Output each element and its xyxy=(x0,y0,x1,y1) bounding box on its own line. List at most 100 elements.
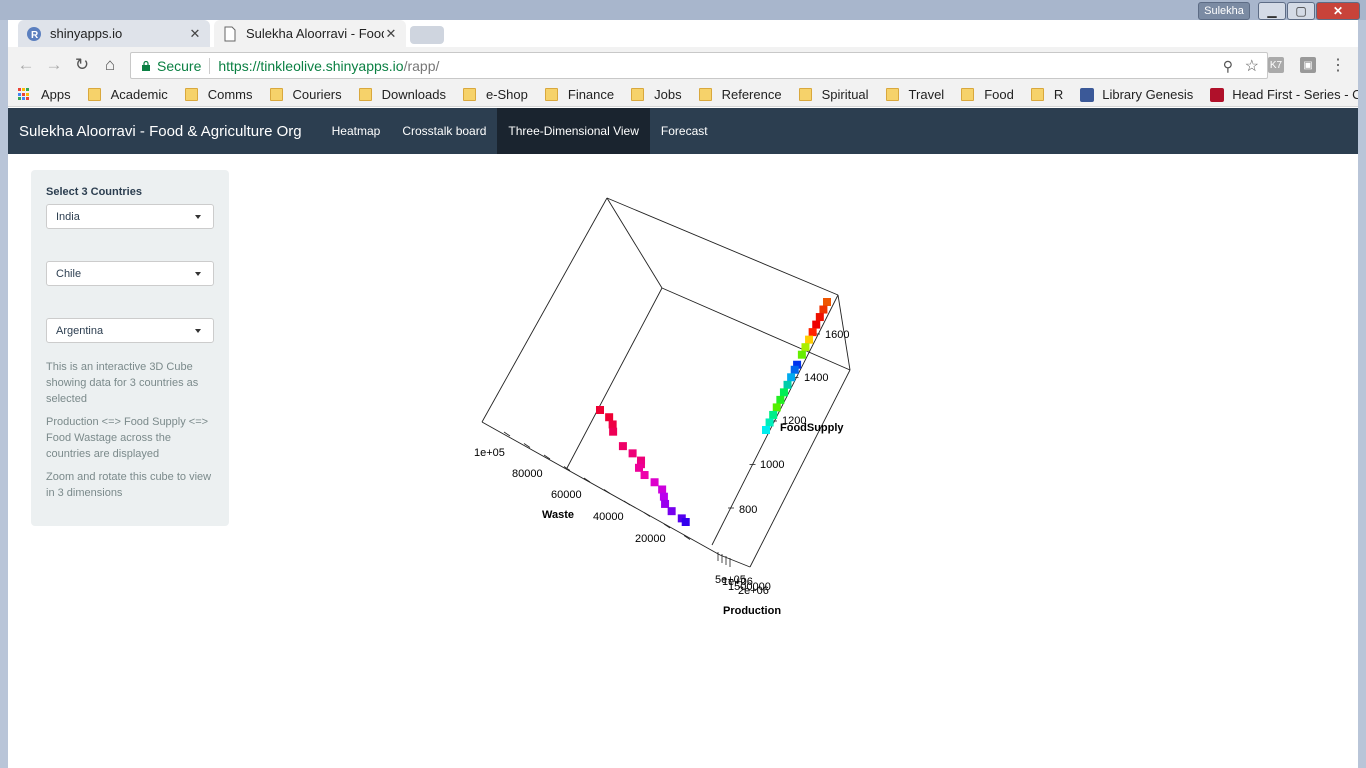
r-logo-icon: R xyxy=(27,26,41,41)
url-path: /rapp/ xyxy=(403,57,440,74)
browser-tab-active[interactable]: Sulekha Aloorravi - Food ✕ xyxy=(214,20,406,47)
folder-icon xyxy=(961,88,975,101)
data-point xyxy=(765,418,774,427)
help-text-axes: Production <=> Food Supply <=> Food Wast… xyxy=(46,416,209,460)
bookmark-label: Apps xyxy=(41,87,71,102)
address-bar[interactable]: Secure https://tinkleolive.shinyapps.io … xyxy=(130,52,1268,79)
home-icon[interactable]: ⌂ xyxy=(104,55,116,74)
bookmark-label: Academic xyxy=(110,87,168,102)
cube-edge xyxy=(481,421,721,556)
data-point xyxy=(628,449,637,458)
food-supply-tick-label: 1000 xyxy=(760,459,784,471)
data-point xyxy=(618,442,627,451)
cube-edge xyxy=(749,369,851,568)
bookmark-star-icon[interactable]: ☆ xyxy=(1244,58,1259,75)
bookmark-folder-comms[interactable]: Comms xyxy=(184,87,253,102)
waste-tick-label: 1e+05 xyxy=(474,447,505,459)
data-point xyxy=(667,507,676,516)
caret-down-icon xyxy=(195,329,201,333)
bookmark-folder-spiritual[interactable]: Spiritual xyxy=(798,87,869,102)
data-point xyxy=(650,478,659,487)
food-supply-tick-label: 800 xyxy=(739,504,757,516)
folder-icon xyxy=(544,88,558,101)
cube-edge xyxy=(606,197,839,296)
axis-tick xyxy=(543,454,551,460)
user-profile-badge[interactable]: Sulekha xyxy=(1198,2,1250,20)
country-select-2[interactable]: Chile xyxy=(46,261,214,286)
bookmark-label: Food xyxy=(984,87,1014,102)
select-countries-label: Select 3 Countries xyxy=(46,186,142,198)
window-titlebar xyxy=(0,0,1366,20)
data-point xyxy=(815,313,824,322)
data-point xyxy=(659,492,668,501)
cube-edge xyxy=(837,294,851,371)
waste-tick-label: 20000 xyxy=(635,533,666,545)
bookmark-apps[interactable]: Apps xyxy=(18,87,71,102)
folder-icon xyxy=(698,88,712,101)
k7-extension-icon[interactable]: K7 xyxy=(1268,57,1284,73)
data-points xyxy=(596,298,831,526)
minimize-button[interactable]: ▁ xyxy=(1258,2,1286,20)
data-point xyxy=(635,463,644,472)
tab-close-icon[interactable]: ✕ xyxy=(385,25,397,41)
folder-icon xyxy=(184,88,198,101)
folder-icon xyxy=(462,88,476,101)
plot-canvas[interactable]: 1e+05 80000 60000 40000 20000 Waste 1600… xyxy=(440,180,900,630)
svg-text:R: R xyxy=(31,30,39,41)
app-brand[interactable]: Sulekha Aloorravi - Food & Agriculture O… xyxy=(19,122,302,140)
data-point xyxy=(797,350,806,359)
tab-three-dimensional-view[interactable]: Three-Dimensional View xyxy=(497,108,650,154)
production-tick-label: 2e+06 xyxy=(738,585,769,597)
oreilly-icon xyxy=(1210,87,1225,102)
forward-arrow-icon[interactable]: → xyxy=(45,55,63,74)
bookmark-label: Reference xyxy=(721,87,782,102)
page-icon xyxy=(224,26,236,41)
bookmark-label: Finance xyxy=(567,87,615,102)
waste-axis-title: Waste xyxy=(542,509,574,521)
close-window-button[interactable]: ✕ xyxy=(1316,2,1360,20)
url-divider xyxy=(209,57,211,74)
bookmark-folder-reference[interactable]: Reference xyxy=(698,87,782,102)
food-supply-tick-label: 1400 xyxy=(804,372,828,384)
bookmark-folder-food[interactable]: Food xyxy=(961,87,1014,102)
zoom-icon[interactable]: ⚲ xyxy=(1222,58,1233,74)
pocket-extension-icon[interactable]: ▣ xyxy=(1300,57,1316,73)
bookmark-folder-couriers[interactable]: Couriers xyxy=(269,87,342,102)
menu-dots-icon[interactable]: ⋮ xyxy=(1330,57,1346,74)
bookmark-folder-eshop[interactable]: e-Shop xyxy=(462,87,528,102)
folder-icon xyxy=(87,88,101,101)
data-point xyxy=(608,420,617,429)
bookmark-label: Spiritual xyxy=(821,87,869,102)
tab-forecast[interactable]: Forecast xyxy=(660,124,708,138)
country-select-1[interactable]: India xyxy=(46,204,214,229)
new-tab-button[interactable] xyxy=(410,26,444,44)
data-point xyxy=(808,328,817,337)
browser-tab-shinyapps[interactable]: R shinyapps.io ✕ xyxy=(18,20,210,47)
maximize-button[interactable]: ▢ xyxy=(1287,2,1315,20)
bookmark-folder-travel[interactable]: Travel xyxy=(885,87,945,102)
tab-close-icon[interactable]: ✕ xyxy=(189,25,201,41)
data-point xyxy=(640,471,649,480)
folder-icon xyxy=(269,88,283,101)
bookmark-folder-academic[interactable]: Academic xyxy=(87,87,168,102)
bookmark-folder-finance[interactable]: Finance xyxy=(544,87,615,102)
bookmark-label: R xyxy=(1053,87,1064,102)
bookmark-library-genesis[interactable]: Library Genesis xyxy=(1080,87,1193,102)
bookmark-folder-jobs[interactable]: Jobs xyxy=(631,87,682,102)
bookmark-head-first[interactable]: Head First - Series - C xyxy=(1210,87,1358,102)
data-point xyxy=(658,485,667,494)
bookmark-label: Travel xyxy=(908,87,945,102)
tab-crosstalk-board[interactable]: Crosstalk board xyxy=(402,124,487,138)
country-select-3[interactable]: Argentina xyxy=(46,318,214,343)
bookmark-folder-r[interactable]: R xyxy=(1030,87,1064,102)
3d-scatter-plot[interactable]: 1e+05 80000 60000 40000 20000 Waste 1600… xyxy=(440,180,900,630)
apps-grid-icon xyxy=(18,88,31,101)
tab-heatmap[interactable]: Heatmap xyxy=(331,124,381,138)
back-arrow-icon[interactable]: ← xyxy=(17,55,35,74)
bookmark-folder-downloads[interactable]: Downloads xyxy=(358,87,446,102)
cube-edge xyxy=(661,287,851,371)
reload-icon[interactable]: ↻ xyxy=(74,55,90,74)
caret-down-icon xyxy=(195,272,201,276)
data-point xyxy=(801,343,810,352)
axis-tick xyxy=(623,500,631,506)
